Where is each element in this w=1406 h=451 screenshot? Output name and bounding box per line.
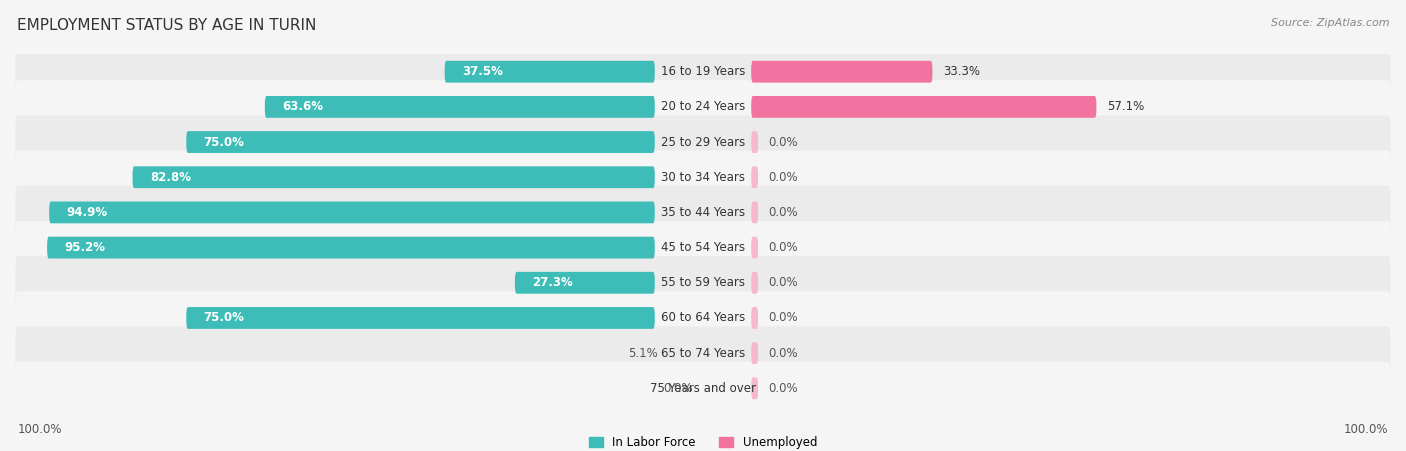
Text: 65 to 74 Years: 65 to 74 Years bbox=[661, 347, 745, 359]
Text: 0.0%: 0.0% bbox=[769, 276, 799, 289]
Text: 25 to 29 Years: 25 to 29 Years bbox=[661, 136, 745, 148]
FancyBboxPatch shape bbox=[15, 256, 1391, 309]
Text: 75 Years and over: 75 Years and over bbox=[650, 382, 756, 395]
Text: 100.0%: 100.0% bbox=[1344, 423, 1389, 437]
FancyBboxPatch shape bbox=[15, 362, 1391, 415]
FancyBboxPatch shape bbox=[751, 96, 1097, 118]
FancyBboxPatch shape bbox=[751, 166, 758, 188]
FancyBboxPatch shape bbox=[444, 61, 655, 83]
Text: 0.0%: 0.0% bbox=[769, 171, 799, 184]
Text: 0.0%: 0.0% bbox=[769, 241, 799, 254]
Text: 0.0%: 0.0% bbox=[664, 382, 693, 395]
Text: 0.0%: 0.0% bbox=[769, 206, 799, 219]
FancyBboxPatch shape bbox=[751, 342, 758, 364]
FancyBboxPatch shape bbox=[751, 307, 758, 329]
Text: 30 to 34 Years: 30 to 34 Years bbox=[661, 171, 745, 184]
Text: 33.3%: 33.3% bbox=[943, 65, 980, 78]
Text: 16 to 19 Years: 16 to 19 Years bbox=[661, 65, 745, 78]
FancyBboxPatch shape bbox=[15, 115, 1391, 169]
Text: 27.3%: 27.3% bbox=[531, 276, 572, 289]
Text: 0.0%: 0.0% bbox=[769, 312, 799, 324]
Text: 45 to 54 Years: 45 to 54 Years bbox=[661, 241, 745, 254]
FancyBboxPatch shape bbox=[15, 327, 1391, 380]
FancyBboxPatch shape bbox=[751, 272, 758, 294]
Text: Source: ZipAtlas.com: Source: ZipAtlas.com bbox=[1271, 18, 1389, 28]
FancyBboxPatch shape bbox=[15, 221, 1391, 274]
Text: 0.0%: 0.0% bbox=[769, 136, 799, 148]
Text: 55 to 59 Years: 55 to 59 Years bbox=[661, 276, 745, 289]
FancyBboxPatch shape bbox=[751, 377, 758, 399]
FancyBboxPatch shape bbox=[15, 80, 1391, 133]
Text: EMPLOYMENT STATUS BY AGE IN TURIN: EMPLOYMENT STATUS BY AGE IN TURIN bbox=[17, 18, 316, 33]
FancyBboxPatch shape bbox=[49, 202, 655, 223]
FancyBboxPatch shape bbox=[15, 151, 1391, 204]
FancyBboxPatch shape bbox=[15, 291, 1391, 345]
FancyBboxPatch shape bbox=[15, 186, 1391, 239]
Text: 20 to 24 Years: 20 to 24 Years bbox=[661, 101, 745, 113]
FancyBboxPatch shape bbox=[186, 307, 655, 329]
FancyBboxPatch shape bbox=[751, 61, 932, 83]
Text: 0.0%: 0.0% bbox=[769, 382, 799, 395]
FancyBboxPatch shape bbox=[751, 237, 758, 258]
FancyBboxPatch shape bbox=[15, 45, 1391, 98]
FancyBboxPatch shape bbox=[264, 96, 655, 118]
FancyBboxPatch shape bbox=[515, 272, 655, 294]
Text: 35 to 44 Years: 35 to 44 Years bbox=[661, 206, 745, 219]
Text: 82.8%: 82.8% bbox=[150, 171, 191, 184]
Text: 75.0%: 75.0% bbox=[204, 136, 245, 148]
Text: 37.5%: 37.5% bbox=[461, 65, 503, 78]
Text: 57.1%: 57.1% bbox=[1107, 101, 1144, 113]
Text: 95.2%: 95.2% bbox=[65, 241, 105, 254]
FancyBboxPatch shape bbox=[48, 237, 655, 258]
Text: 0.0%: 0.0% bbox=[769, 347, 799, 359]
Legend: In Labor Force, Unemployed: In Labor Force, Unemployed bbox=[589, 436, 817, 449]
Text: 100.0%: 100.0% bbox=[17, 423, 62, 437]
Text: 5.1%: 5.1% bbox=[628, 347, 658, 359]
Text: 60 to 64 Years: 60 to 64 Years bbox=[661, 312, 745, 324]
Text: 94.9%: 94.9% bbox=[66, 206, 107, 219]
FancyBboxPatch shape bbox=[132, 166, 655, 188]
FancyBboxPatch shape bbox=[751, 131, 758, 153]
Text: 75.0%: 75.0% bbox=[204, 312, 245, 324]
FancyBboxPatch shape bbox=[751, 202, 758, 223]
FancyBboxPatch shape bbox=[186, 131, 655, 153]
Text: 63.6%: 63.6% bbox=[283, 101, 323, 113]
